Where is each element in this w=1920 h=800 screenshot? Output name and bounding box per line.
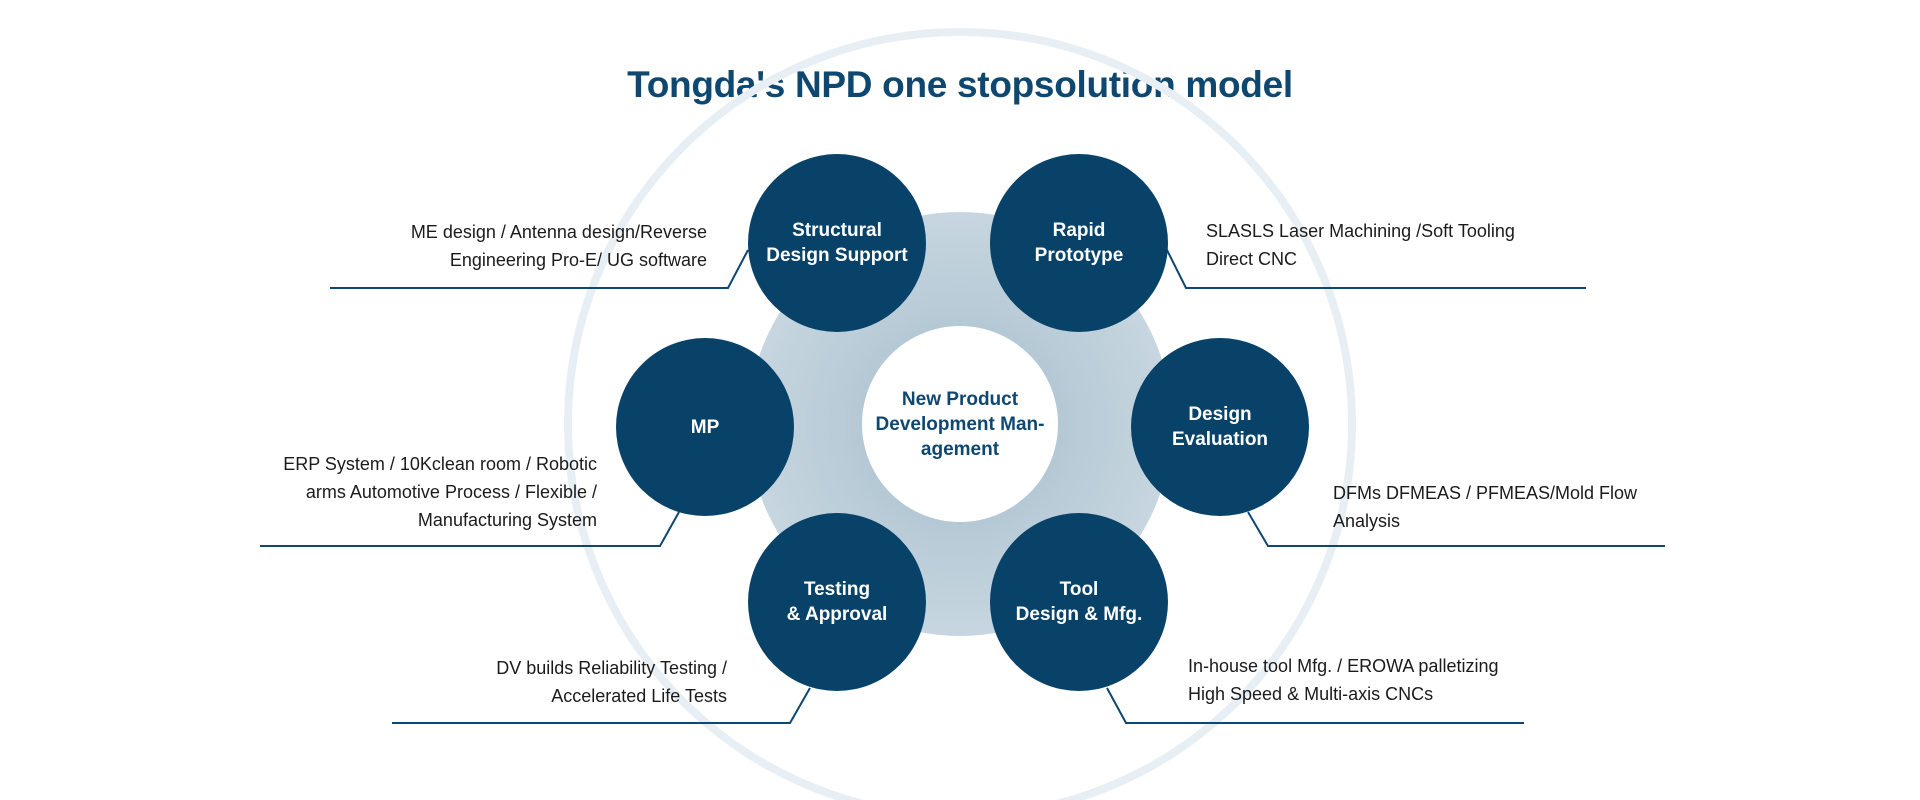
node-rapid-prototype: Rapid Prototype	[990, 154, 1168, 332]
connector-design-eval	[1247, 511, 1665, 547]
outer-ring	[564, 28, 1356, 800]
connector-rapid	[1166, 249, 1586, 289]
connector-lines	[260, 249, 1665, 724]
description-structural: ME design / Antenna design/Reverse Engin…	[410, 222, 707, 270]
connector-structural	[330, 249, 749, 289]
node-structural-design-support: Structural Design Support	[748, 154, 926, 332]
description-rapid: SLASLS Laser Machining /Soft Tooling Dir…	[1206, 221, 1515, 269]
connector-mp	[260, 511, 680, 547]
description-testing: DV builds Reliability Testing / Accelera…	[496, 658, 727, 706]
node-mp: MP	[616, 338, 794, 516]
description-mp: ERP System / 10Kclean room / Robotic arm…	[283, 454, 597, 530]
center-hub-label: New Product Development Man- agement	[862, 326, 1058, 522]
description-tool: In-house tool Mfg. / EROWA palletizing H…	[1188, 656, 1499, 704]
connector-testing	[392, 687, 811, 724]
node-tool-design-mfg: Tool Design & Mfg.	[990, 513, 1168, 691]
connector-tool	[1106, 687, 1524, 724]
description-design-evaluation: DFMs DFMEAS / PFMEAS/Mold Flow Analysis	[1333, 483, 1638, 531]
node-design-evaluation: Design Evaluation	[1131, 338, 1309, 516]
node-testing-approval: Testing & Approval	[748, 513, 926, 691]
